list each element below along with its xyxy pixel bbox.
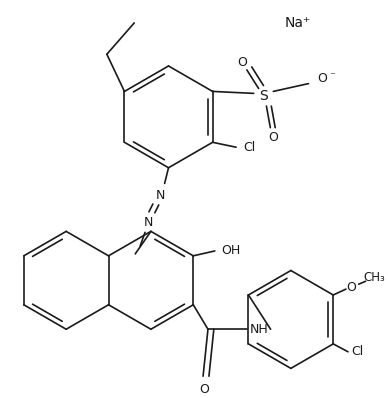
- Text: ⁻: ⁻: [329, 72, 335, 82]
- Text: O: O: [346, 281, 356, 294]
- Text: S: S: [259, 89, 268, 103]
- Text: CH₃: CH₃: [364, 271, 385, 284]
- Text: O: O: [317, 72, 327, 85]
- Text: O: O: [199, 383, 209, 396]
- Text: Na⁺: Na⁺: [284, 16, 311, 30]
- Text: Cl: Cl: [352, 345, 364, 358]
- Text: Cl: Cl: [244, 141, 256, 154]
- Text: OH: OH: [221, 244, 240, 258]
- Text: N: N: [156, 189, 165, 202]
- Text: O: O: [268, 131, 278, 144]
- Text: N: N: [143, 216, 152, 229]
- Text: NH: NH: [249, 323, 268, 336]
- Text: O: O: [237, 56, 247, 68]
